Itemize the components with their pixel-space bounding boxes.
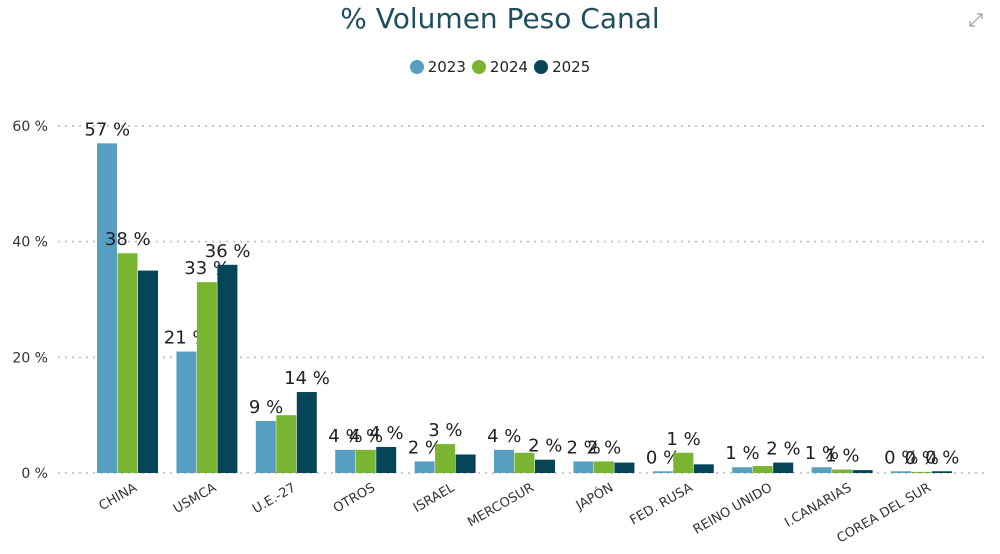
bar-2025[interactable] [773,462,794,473]
bar-2023[interactable] [732,467,753,473]
y-tick-label: 40 % [12,235,48,251]
bar-2025[interactable] [693,464,714,473]
legend-label-2023: 2023 [427,58,466,76]
bar-2023[interactable] [414,461,435,473]
data-label: 2 % [567,437,601,458]
bar-2024[interactable] [911,471,932,473]
bar-2024[interactable] [196,282,217,473]
bar-2024[interactable] [752,466,773,473]
y-tick-label: 60 % [12,119,48,135]
bar-2025[interactable] [217,264,238,473]
data-label: 1 % [666,429,700,450]
bar-2024[interactable] [117,253,138,473]
bar-2025[interactable] [138,270,158,473]
bar-2023[interactable] [335,449,356,473]
bar-2024[interactable] [514,452,535,473]
data-label: 38 % [105,229,151,250]
bar-2023[interactable] [97,143,117,473]
data-label: 0 % [925,447,959,468]
legend-item-2023[interactable]: 2023 [409,58,466,76]
bar-2023[interactable] [494,449,514,473]
chart-legend: 2023 2024 2025 [0,58,1000,76]
y-tick-label: 20 % [12,350,48,366]
x-tick-label: MERCOSUR [465,480,537,530]
data-label: 0 % [884,447,918,468]
legend-marker-2025 [534,60,549,74]
bar-2023[interactable] [891,471,911,473]
bar-2025[interactable] [535,459,555,473]
x-tick-label: U.E.-27 [250,480,298,517]
bar-2025[interactable] [932,471,952,473]
legend-marker-2023 [409,60,424,74]
bar-2024[interactable] [832,469,853,473]
x-tick-label: JAPÓN [572,480,616,515]
data-label: 57 % [84,119,130,140]
data-label: 14 % [284,368,330,389]
x-tick-label: REINO UNIDO [691,480,775,537]
expand-icon[interactable] [968,12,984,28]
bar-2025[interactable] [376,446,397,473]
x-tick-label: USMCA [171,480,219,517]
bar-2024[interactable] [276,415,297,473]
data-label: 36 % [205,241,251,262]
y-tick-label: 0 % [21,466,48,482]
bar-2023[interactable] [573,461,594,473]
data-label: 9 % [249,397,283,418]
data-label: 4 % [369,423,403,444]
data-label: 4 % [487,426,521,447]
data-label: 1 % [825,446,859,467]
data-label: 3 % [428,420,462,441]
x-tick-label: OTROS [331,480,378,516]
data-label: 2 % [587,437,621,458]
legend-item-2024[interactable]: 2024 [471,58,529,76]
x-tick-label: ISRAEL [411,480,458,516]
bar-2024[interactable] [435,444,456,473]
data-label: 4 % [349,426,383,447]
bar-2023[interactable] [652,471,673,473]
x-tick-label: CHINA [96,480,139,514]
bar-2025[interactable] [455,454,476,473]
expand-icon-graphic [969,13,983,27]
legend-marker-2024 [471,60,486,74]
chart-title: % Volumen Peso Canal [340,2,660,35]
legend-label-2024: 2024 [489,58,529,76]
data-label: 2 % [528,436,562,457]
bar-2025[interactable] [852,470,873,473]
bar-2023[interactable] [811,467,832,473]
bar-2023[interactable] [255,420,276,473]
bar-2025[interactable] [296,392,317,473]
bar-2023[interactable] [176,351,197,473]
data-label: 4 % [328,426,362,447]
data-label: 1 % [805,443,839,464]
x-tick-label: FED. RUSA [628,480,696,528]
bar-2024[interactable] [673,452,694,473]
legend-item-2025[interactable]: 2025 [534,58,590,76]
data-label: 0 % [905,448,939,469]
x-tick-label: I.CANARIAS [782,480,854,530]
legend-label-2025: 2025 [552,58,591,76]
bar-2024[interactable] [355,449,376,473]
data-label: 2 % [408,437,442,458]
bar-2025[interactable] [614,462,635,473]
data-label: 1 % [725,443,759,464]
data-label: 0 % [646,447,680,468]
bar-2024[interactable] [593,461,614,473]
data-label: 2 % [766,439,800,460]
